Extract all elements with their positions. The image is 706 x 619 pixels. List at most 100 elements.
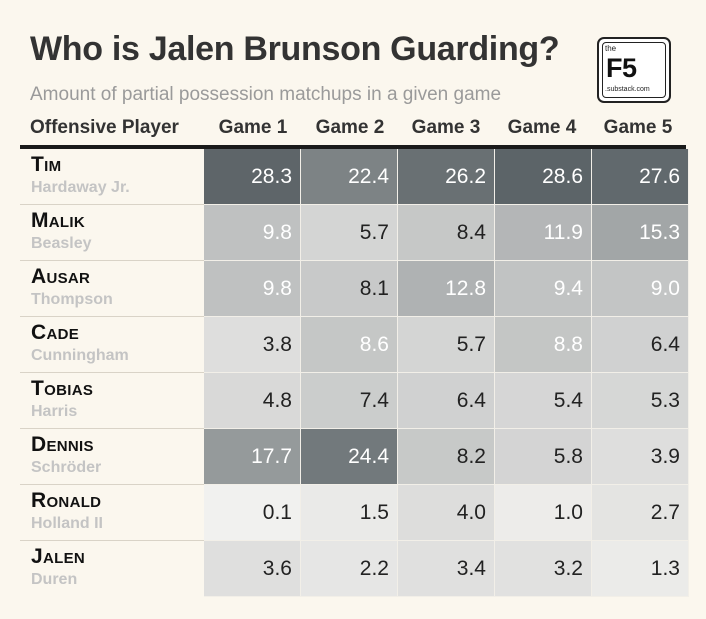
player-last-name: Hardaway Jr. <box>31 179 130 196</box>
f5-logo: the F5 .substack.com <box>597 37 671 103</box>
cell-value: 9.0 <box>650 276 680 300</box>
heatmap-cell: 27.6 <box>592 149 689 205</box>
logo-the: the <box>605 44 617 53</box>
heatmap-cell: 2.7 <box>592 485 689 541</box>
row-label-dennis-schr-der: Dennis Schröder <box>31 433 101 479</box>
heatmap-cell: 11.9 <box>495 205 592 261</box>
heatmap-cell: 1.3 <box>592 541 689 597</box>
player-last-name: Duren <box>31 571 78 588</box>
cell-value: 5.7 <box>456 332 486 356</box>
row-label-ronald-holland-ii: Ronald Holland II <box>31 489 103 535</box>
heatmap-cell: 9.4 <box>495 261 592 317</box>
column-header-game-4: Game 4 <box>507 117 577 138</box>
heatmap-cell: 4.0 <box>398 485 495 541</box>
heatmap-cell: 8.2 <box>398 429 495 485</box>
cell-value: 6.4 <box>456 388 486 412</box>
player-first-name: Cade <box>31 321 80 344</box>
cell-value: 1.5 <box>359 500 389 524</box>
row-separator <box>20 428 204 429</box>
cell-value: 9.4 <box>553 276 583 300</box>
heatmap-cell: 26.2 <box>398 149 495 205</box>
cell-value: 28.6 <box>542 164 583 188</box>
player-last-name: Schröder <box>31 459 102 476</box>
heatmap-cell: 9.8 <box>204 261 301 317</box>
cell-value: 1.0 <box>553 500 583 524</box>
heatmap-cell: 28.3 <box>204 149 301 205</box>
cell-value: 5.7 <box>359 220 389 244</box>
heatmap-cell: 1.0 <box>495 485 592 541</box>
heatmap-cell: 5.7 <box>301 205 398 261</box>
cell-value: 12.8 <box>445 276 486 300</box>
row-separator <box>20 260 204 261</box>
player-last-name: Thompson <box>31 291 113 308</box>
cell-value: 26.2 <box>445 164 486 188</box>
cell-value: 6.4 <box>650 332 680 356</box>
heatmap-cell: 2.2 <box>301 541 398 597</box>
cell-value: 17.7 <box>251 444 292 468</box>
cell-value: 5.4 <box>553 388 583 412</box>
cell-value: 8.4 <box>456 220 486 244</box>
heatmap-cell: 12.8 <box>398 261 495 317</box>
heatmap-cell: 9.0 <box>592 261 689 317</box>
cell-value: 3.2 <box>553 556 583 580</box>
logo-frame <box>602 42 666 98</box>
player-first-name: Ronald <box>31 489 102 512</box>
player-first-name: Ausar <box>31 265 91 288</box>
cell-value: 3.8 <box>262 332 292 356</box>
row-separator <box>20 484 204 485</box>
heatmap-cell: 9.8 <box>204 205 301 261</box>
row-label-tim-hardaway-jr: Tim Hardaway Jr. <box>31 153 130 199</box>
cell-value: 15.3 <box>639 220 680 244</box>
heatmap-cell: 3.6 <box>204 541 301 597</box>
heatmap-cell: 3.8 <box>204 317 301 373</box>
cell-value: 1.3 <box>650 556 680 580</box>
cell-value: 9.8 <box>262 276 292 300</box>
player-last-name: Holland II <box>31 515 103 532</box>
heatmap-cell: 6.4 <box>398 373 495 429</box>
column-header-game-2: Game 2 <box>315 117 385 138</box>
heatmap-cell: 5.4 <box>495 373 592 429</box>
cell-value: 8.8 <box>553 332 583 356</box>
cell-value: 2.7 <box>650 500 680 524</box>
cell-value: 4.0 <box>456 500 486 524</box>
row-separator <box>20 204 204 205</box>
heatmap-cell: 5.8 <box>495 429 592 485</box>
heatmap-cell: 24.4 <box>301 429 398 485</box>
row-label-cade-cunningham: Cade Cunningham <box>31 321 129 367</box>
cell-value: 3.4 <box>456 556 486 580</box>
heatmap-cell: 28.6 <box>495 149 592 205</box>
player-first-name: Dennis <box>31 433 94 456</box>
row-label-tobias-harris: Tobias Harris <box>31 377 93 423</box>
heatmap-cell: 8.6 <box>301 317 398 373</box>
heatmap-cell: 22.4 <box>301 149 398 205</box>
heatmap-cell: 5.7 <box>398 317 495 373</box>
logo-domain: .substack.com <box>605 86 650 93</box>
player-first-name: Jalen <box>31 545 86 568</box>
heatmap-cell: 4.8 <box>204 373 301 429</box>
heatmap-cell: 8.8 <box>495 317 592 373</box>
cell-value: 8.6 <box>359 332 389 356</box>
row-separator <box>20 372 204 373</box>
cell-value: 3.9 <box>650 444 680 468</box>
row-separator <box>20 540 204 541</box>
column-header-game-3: Game 3 <box>411 117 481 138</box>
player-last-name: Cunningham <box>31 347 129 364</box>
player-last-name: Harris <box>31 403 78 420</box>
header-rule <box>20 145 686 149</box>
cell-value: 9.8 <box>262 220 292 244</box>
heatmap-cell: 7.4 <box>301 373 398 429</box>
player-last-name: Beasley <box>31 235 92 252</box>
cell-value: 11.9 <box>543 220 583 244</box>
heatmap-cell: 8.4 <box>398 205 495 261</box>
column-header-game-1: Game 1 <box>218 117 288 138</box>
cell-value: 28.3 <box>251 164 292 188</box>
cell-value: 5.3 <box>650 388 680 412</box>
row-label-jalen-duren: Jalen Duren <box>31 545 85 591</box>
logo-name: F5 <box>606 53 637 83</box>
heatmap-cell: 3.9 <box>592 429 689 485</box>
heatmap-cell: 5.3 <box>592 373 689 429</box>
heatmap-cell: 3.4 <box>398 541 495 597</box>
cell-value: 8.1 <box>359 276 389 300</box>
heatmap-cell: 3.2 <box>495 541 592 597</box>
heatmap-cell: 0.1 <box>204 485 301 541</box>
